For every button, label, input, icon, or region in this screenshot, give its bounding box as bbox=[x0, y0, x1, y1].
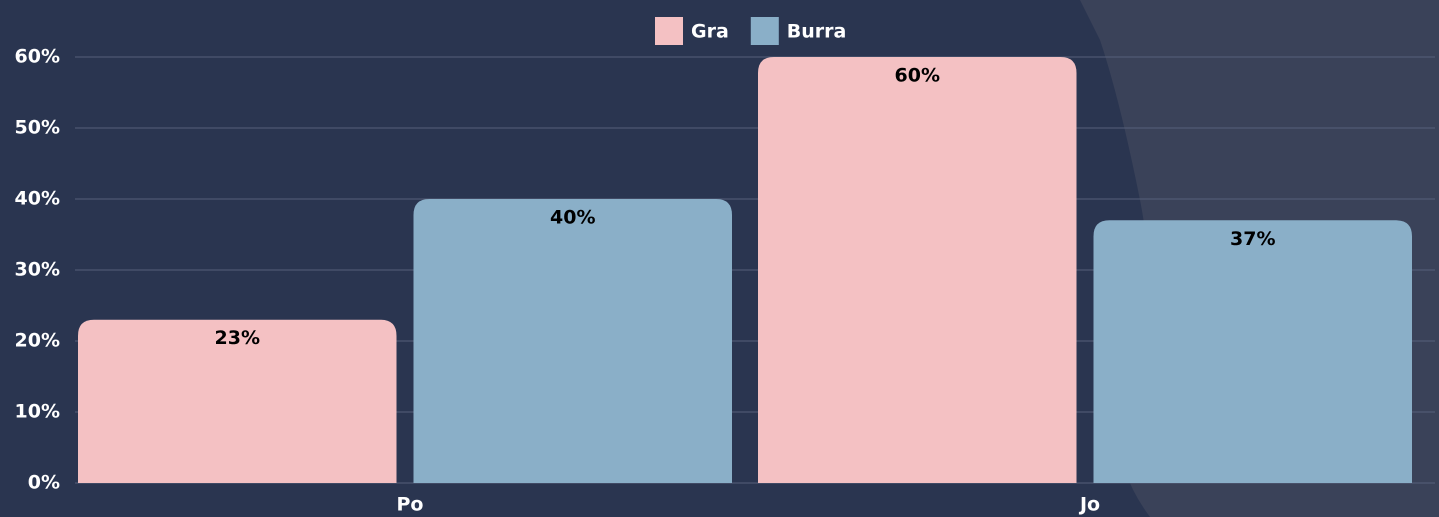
y-tick-label: 60% bbox=[15, 46, 60, 68]
bar bbox=[758, 57, 1077, 483]
y-tick-label: 50% bbox=[15, 117, 60, 139]
value-label: 37% bbox=[1230, 228, 1275, 250]
y-tick-label: 20% bbox=[15, 330, 60, 352]
y-tick-label: 30% bbox=[15, 259, 60, 281]
legend-label: Burra bbox=[787, 21, 847, 43]
bar bbox=[413, 199, 732, 483]
value-label: 23% bbox=[215, 327, 260, 349]
legend-label: Gra bbox=[691, 21, 729, 43]
value-label: 60% bbox=[895, 65, 940, 87]
y-tick-label: 10% bbox=[15, 401, 60, 423]
y-tick-label: 0% bbox=[28, 472, 60, 494]
value-label: 40% bbox=[550, 207, 595, 229]
y-tick-label: 40% bbox=[15, 188, 60, 210]
bar bbox=[78, 319, 397, 483]
x-tick-label: Po bbox=[397, 494, 424, 516]
legend-swatch bbox=[750, 17, 779, 45]
legend-swatch bbox=[655, 17, 683, 45]
bar bbox=[1093, 220, 1412, 484]
x-tick-label: Jo bbox=[1078, 494, 1100, 516]
